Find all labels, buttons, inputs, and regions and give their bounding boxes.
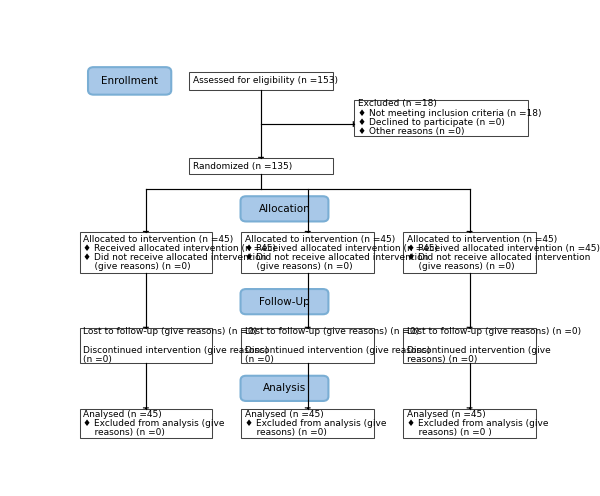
Text: Allocated to intervention (n =45): Allocated to intervention (n =45) xyxy=(83,235,233,244)
Text: Excluded (n =18): Excluded (n =18) xyxy=(358,100,437,109)
FancyBboxPatch shape xyxy=(80,328,212,363)
FancyBboxPatch shape xyxy=(403,328,536,363)
Text: (give reasons) (n =0): (give reasons) (n =0) xyxy=(407,262,515,271)
FancyBboxPatch shape xyxy=(241,232,374,273)
Text: (n =0): (n =0) xyxy=(83,355,112,364)
Text: ♦ Other reasons (n =0): ♦ Other reasons (n =0) xyxy=(358,127,464,136)
Text: Discontinued intervention (give reasons): Discontinued intervention (give reasons) xyxy=(245,346,430,355)
Text: Allocated to intervention (n =45): Allocated to intervention (n =45) xyxy=(407,235,557,244)
Text: ♦ Received allocated intervention (n =45): ♦ Received allocated intervention (n =45… xyxy=(245,244,438,252)
FancyBboxPatch shape xyxy=(354,100,529,136)
FancyBboxPatch shape xyxy=(241,289,328,314)
FancyBboxPatch shape xyxy=(241,376,328,401)
Text: ♦ Did not receive allocated intervention: ♦ Did not receive allocated intervention xyxy=(245,253,428,262)
Text: reasons) (n =0): reasons) (n =0) xyxy=(245,428,327,437)
Text: (give reasons) (n =0): (give reasons) (n =0) xyxy=(83,262,191,271)
Text: Allocation: Allocation xyxy=(259,204,310,214)
Text: Discontinued intervention (give: Discontinued intervention (give xyxy=(407,346,551,355)
Text: reasons) (n =0): reasons) (n =0) xyxy=(83,428,165,437)
Text: Allocated to intervention (n =45): Allocated to intervention (n =45) xyxy=(245,235,395,244)
Text: ♦ Excluded from analysis (give: ♦ Excluded from analysis (give xyxy=(245,419,386,428)
FancyBboxPatch shape xyxy=(80,409,212,438)
Text: Lost to follow-up (give reasons) (n =0): Lost to follow-up (give reasons) (n =0) xyxy=(83,327,257,336)
Text: ♦ Not meeting inclusion criteria (n =18): ♦ Not meeting inclusion criteria (n =18) xyxy=(358,109,541,118)
FancyBboxPatch shape xyxy=(189,158,333,174)
Text: Randomized (n =135): Randomized (n =135) xyxy=(193,162,292,171)
Text: ♦ Excluded from analysis (give: ♦ Excluded from analysis (give xyxy=(407,419,548,428)
Text: ♦ Received allocated intervention (n =45): ♦ Received allocated intervention (n =45… xyxy=(407,244,600,252)
Text: reasons) (n =0): reasons) (n =0) xyxy=(407,355,478,364)
Text: Analysed (n =45): Analysed (n =45) xyxy=(407,410,486,419)
FancyBboxPatch shape xyxy=(189,72,333,90)
Text: Analysis: Analysis xyxy=(263,383,306,393)
Text: Enrollment: Enrollment xyxy=(101,76,158,86)
FancyBboxPatch shape xyxy=(241,328,374,363)
Text: (n =0): (n =0) xyxy=(245,355,274,364)
Text: Analysed (n =45): Analysed (n =45) xyxy=(83,410,162,419)
Text: ♦ Did not receive allocated intervention: ♦ Did not receive allocated intervention xyxy=(407,253,590,262)
Text: Discontinued intervention (give reasons): Discontinued intervention (give reasons) xyxy=(83,346,269,355)
Text: Follow-Up: Follow-Up xyxy=(259,297,310,307)
FancyBboxPatch shape xyxy=(241,196,328,221)
Text: Lost to follow-up (give reasons) (n =0): Lost to follow-up (give reasons) (n =0) xyxy=(245,327,419,336)
FancyBboxPatch shape xyxy=(241,409,374,438)
Text: ♦ Received allocated intervention (n =45): ♦ Received allocated intervention (n =45… xyxy=(83,244,277,252)
Text: ♦ Did not receive allocated intervention: ♦ Did not receive allocated intervention xyxy=(83,253,267,262)
Text: ♦ Excluded from analysis (give: ♦ Excluded from analysis (give xyxy=(83,419,225,428)
FancyBboxPatch shape xyxy=(403,232,536,273)
Text: Analysed (n =45): Analysed (n =45) xyxy=(245,410,324,419)
Text: Lost to follow-up (give reasons) (n =0): Lost to follow-up (give reasons) (n =0) xyxy=(407,327,581,336)
Text: ♦ Declined to participate (n =0): ♦ Declined to participate (n =0) xyxy=(358,118,505,127)
FancyBboxPatch shape xyxy=(80,232,212,273)
Text: Assessed for eligibility (n =153): Assessed for eligibility (n =153) xyxy=(193,76,338,85)
FancyBboxPatch shape xyxy=(88,67,171,95)
FancyBboxPatch shape xyxy=(403,409,536,438)
Text: (give reasons) (n =0): (give reasons) (n =0) xyxy=(245,262,353,271)
Text: reasons) (n =0 ): reasons) (n =0 ) xyxy=(407,428,492,437)
